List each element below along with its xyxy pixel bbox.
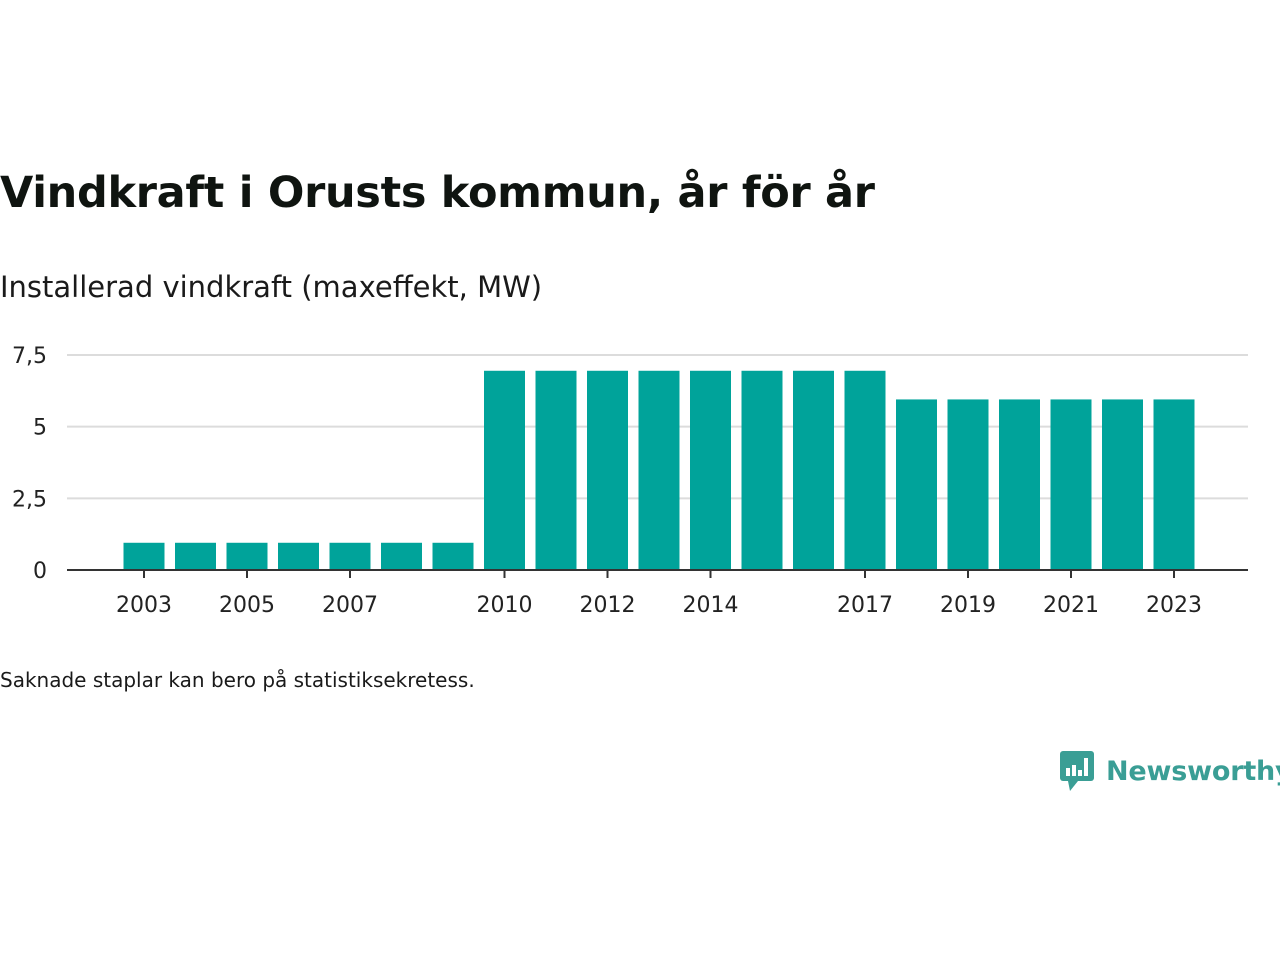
bar [741, 370, 783, 570]
x-tick-label: 2023 [1146, 593, 1202, 618]
x-tick-label: 2017 [837, 593, 893, 618]
footnote: Saknade staplar kan bero på statistiksek… [0, 668, 475, 692]
x-tick-label: 2012 [580, 593, 636, 618]
bar [947, 399, 989, 570]
chart-subtitle: Installerad vindkraft (maxeffekt, MW) [0, 270, 543, 304]
chart-title: Vindkraft i Orusts kommun, år för år [0, 168, 875, 218]
bar-chart: 0 2,5 5 7,5 2003 2005 2007 2010 2012 2014 2017 201… [12, 344, 1248, 618]
bar [484, 370, 525, 570]
bar [329, 542, 371, 570]
brand-name: Newsworthy [1106, 755, 1280, 787]
bar [999, 399, 1040, 570]
bar [278, 542, 319, 570]
bar [175, 542, 216, 570]
bar [844, 370, 886, 570]
y-tick-label: 5 [33, 416, 47, 441]
y-tick-label: 0 [33, 559, 47, 584]
x-tick-label: 2010 [477, 593, 533, 618]
bar [1050, 399, 1092, 570]
x-tick-label: 2014 [683, 593, 739, 618]
y-axis: 0 2,5 5 7,5 [12, 344, 47, 584]
bars [123, 370, 1195, 570]
x-axis: 2003 2005 2007 2010 2012 2014 2017 2019 2021 2023 [67, 569, 1248, 618]
x-tick-label: 2003 [116, 593, 172, 618]
bar [896, 399, 937, 570]
x-tick-label: 2021 [1043, 593, 1099, 618]
bar [432, 542, 474, 570]
bar [793, 370, 834, 570]
bar [690, 370, 731, 570]
x-tick-label: 2007 [322, 593, 378, 618]
x-tick-label: 2019 [940, 593, 996, 618]
y-tick-label: 2,5 [12, 487, 47, 512]
brand-logo: Newsworthy [1058, 749, 1280, 793]
bar [226, 542, 268, 570]
newsworthy-logo-icon [1060, 751, 1094, 791]
y-tick-label: 7,5 [12, 344, 47, 369]
x-tick-label: 2005 [219, 593, 275, 618]
bar [1102, 399, 1143, 570]
bar [381, 542, 422, 570]
bar [587, 370, 628, 570]
bar [638, 370, 680, 570]
bar [535, 370, 577, 570]
bar [1153, 399, 1195, 570]
bar [123, 542, 165, 570]
